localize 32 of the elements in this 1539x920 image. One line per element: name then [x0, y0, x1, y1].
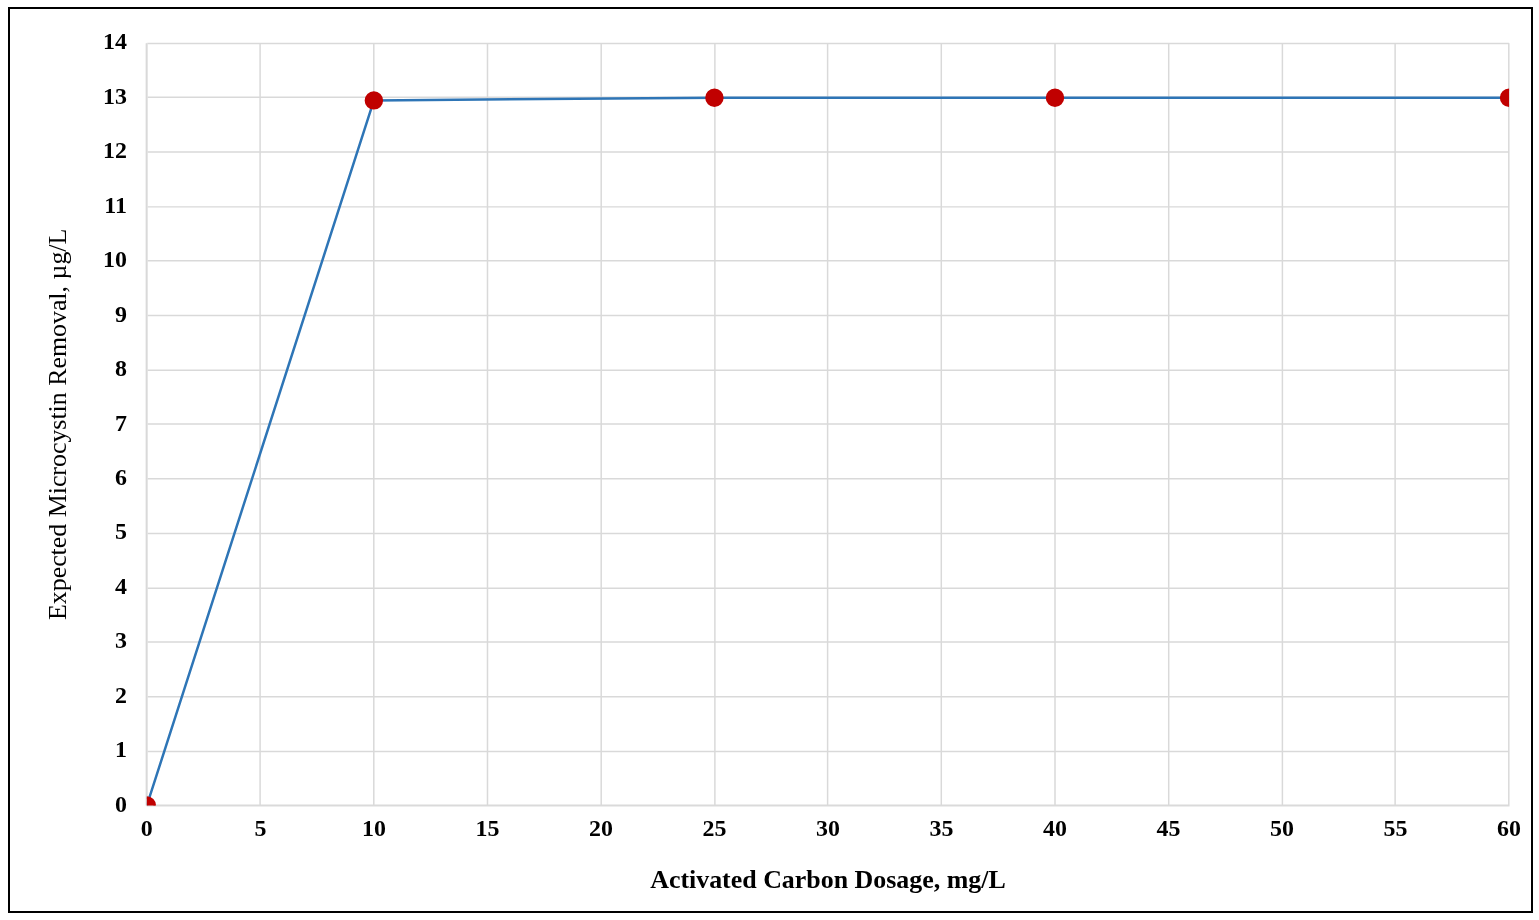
y-tick-label: 0: [114, 790, 127, 817]
x-tick-label: 0: [140, 814, 153, 841]
x-axis-title: Activated Carbon Dosage, mg/L: [650, 865, 1006, 895]
y-tick-label: 1: [114, 736, 127, 763]
x-tick-label: 10: [361, 814, 386, 841]
y-axis-title: Expected Microcystin Removal, µg/L: [43, 228, 73, 621]
x-tick-label: 45: [1156, 814, 1181, 841]
point: [705, 88, 724, 107]
y-tick-label: 9: [114, 300, 127, 327]
y-tick-label: 12: [102, 137, 127, 164]
y-tick-label: 11: [104, 191, 127, 218]
y-tick-label: 6: [114, 464, 127, 490]
x-tick-label: 55: [1383, 814, 1408, 841]
y-tick-label: 14: [102, 28, 127, 55]
x-tick-label: 5: [254, 814, 267, 841]
point: [1045, 88, 1065, 107]
y-tick-label: 7: [114, 409, 127, 436]
x-tick-label: 25: [702, 814, 727, 841]
x-tick-label: 60: [1497, 814, 1522, 841]
y-tick-label: 10: [102, 246, 127, 273]
y-tick-label: 2: [114, 681, 127, 708]
x-tick-label: 40: [1043, 814, 1067, 841]
x-tick-label: 35: [929, 814, 954, 841]
y-tick-label: 3: [114, 627, 127, 654]
y-tick-label: 4: [114, 572, 127, 599]
x-tick-label: 30: [815, 814, 840, 841]
y-tick-label: 8: [114, 355, 127, 382]
y-tick-label: 5: [114, 518, 127, 545]
x-tick-label: 20: [588, 814, 613, 841]
x-tick-label: 15: [475, 814, 500, 841]
y-tick-label: 13: [102, 82, 127, 109]
x-tick-label: 50: [1270, 814, 1295, 841]
